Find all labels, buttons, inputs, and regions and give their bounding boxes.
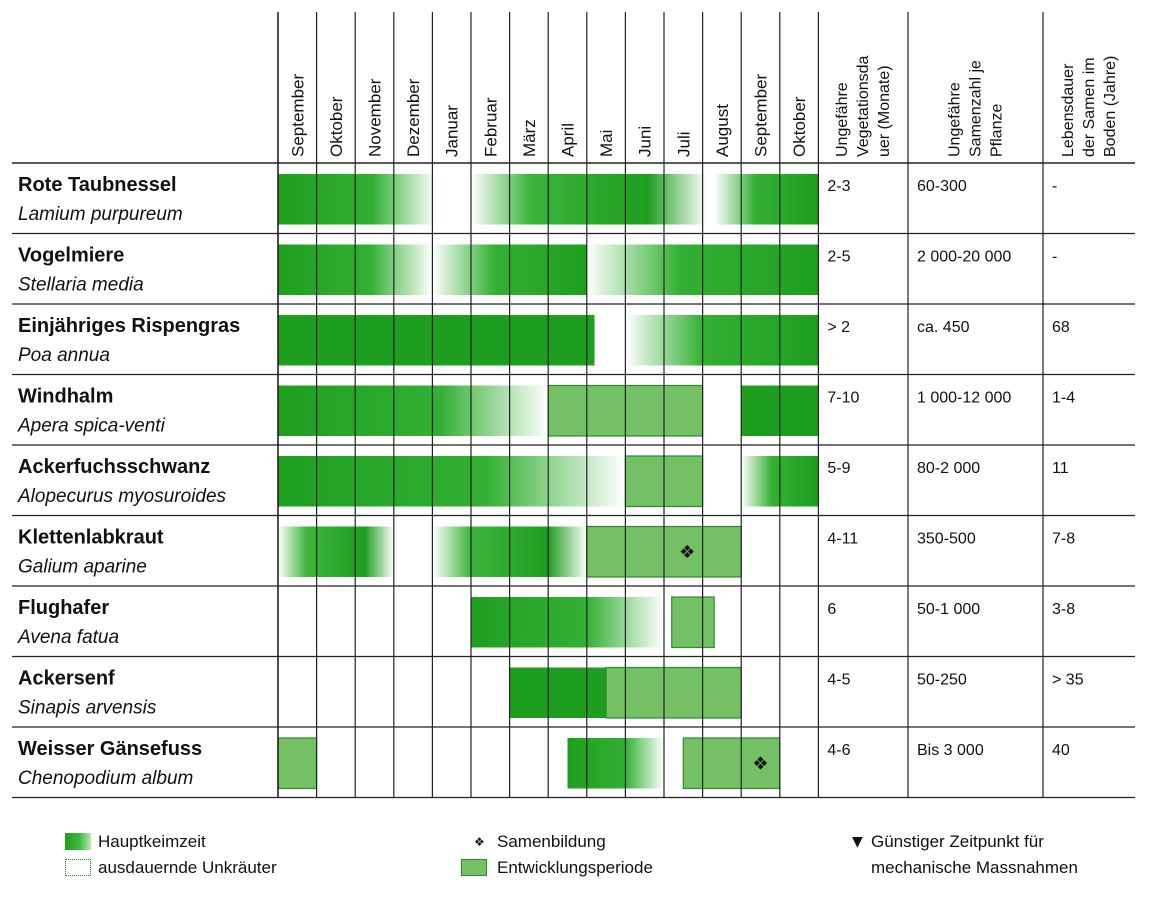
row-value-cell: 80-2 000 — [917, 460, 980, 477]
legend-ausdauernd-label: ausdauernde Unkräuter — [98, 858, 277, 877]
row-value-cell: > 2 — [827, 319, 850, 336]
row-value-cell: Bis 3 000 — [917, 742, 984, 759]
chart-bar — [567, 738, 664, 789]
row-value-cell: 40 — [1052, 742, 1070, 759]
month-header: September — [752, 74, 771, 157]
seed-marker-icon: ❖ — [679, 542, 695, 563]
legend-ausdauernd-swatch — [65, 859, 91, 876]
row-latin-name: Sinapis arvensis — [18, 698, 157, 719]
chart-bar — [605, 666, 742, 719]
row-species-name: Flughafer — [18, 597, 109, 619]
row-value-cell: 50-250 — [917, 672, 967, 689]
chart-bar — [278, 456, 626, 507]
chart-bar — [277, 737, 318, 790]
row-latin-name: Lamium purpureum — [18, 204, 183, 225]
extra-column-header: Pflanze — [989, 104, 1006, 157]
row-value-cell: - — [1052, 249, 1057, 266]
chart-bar — [471, 174, 707, 225]
extra-column-header: uer (Monate) — [876, 65, 893, 157]
extra-column-header: Ungefähre — [834, 82, 851, 157]
row-value-cell: 60-300 — [917, 178, 967, 195]
row-value-cell: 7-10 — [827, 390, 859, 407]
legend-seed-label: Samenbildung — [497, 832, 606, 851]
row-value-cell: 2 000-20 000 — [917, 249, 1011, 266]
row-value-cell: 7-8 — [1052, 531, 1075, 548]
seed-marker-icon: ❖ — [752, 753, 768, 774]
extra-column-header: Samenzahl je — [968, 60, 985, 157]
row-species-name: Einjähriges Rispengras — [18, 315, 240, 337]
row-value-cell: 11 — [1052, 460, 1069, 477]
triangle-down-icon: ▼ — [852, 834, 863, 850]
row-value-cell: 1 000-12 000 — [917, 390, 1011, 407]
row-latin-name: Alopecurus myosuroides — [17, 486, 227, 507]
month-header: September — [288, 74, 307, 157]
month-header: April — [559, 123, 578, 157]
extra-column-header: der Samen im — [1081, 57, 1098, 157]
row-value-cell: 350-500 — [917, 531, 976, 548]
month-header: März — [520, 119, 539, 157]
row-latin-name: Poa annua — [18, 345, 110, 366]
row-latin-name: Apera spica-venti — [17, 416, 166, 437]
legend-timing-label-2: mechanische Massnahmen — [871, 858, 1078, 877]
row-value-cell: 4-6 — [827, 742, 850, 759]
row-value-cell: 4-5 — [827, 672, 850, 689]
row-latin-name: Avena fatua — [17, 627, 119, 648]
row-species-name: Weisser Gänsefuss — [18, 738, 202, 760]
row-species-name: Ackersenf — [18, 668, 115, 690]
month-header: November — [366, 78, 385, 157]
month-header: Oktober — [327, 96, 346, 157]
row-value-cell: 1-4 — [1052, 390, 1075, 407]
row-species-name: Windhalm — [18, 386, 113, 408]
chart-bar — [509, 667, 607, 718]
extra-column-header: Vegetationsda — [855, 55, 872, 157]
chart-bar — [625, 315, 819, 366]
row-value-cell: 2-5 — [827, 249, 850, 266]
month-header: Oktober — [790, 96, 809, 157]
weed-calendar-chart: ❖ ❖ September Oktober November Dezember Januar… — [12, 12, 1135, 799]
chart-bar — [682, 737, 781, 790]
extra-column-header: Ungefähre — [947, 82, 964, 157]
row-species-name: Vogelmiere — [18, 245, 124, 267]
extra-column-header: Boden (Jahre) — [1102, 56, 1119, 157]
legend-keim-label: Hauptkeimzeit — [98, 832, 206, 851]
legend-timing-label-1: Günstiger Zeitpunkt für — [871, 832, 1044, 851]
chart-bar — [714, 174, 819, 225]
chart-bar — [278, 174, 437, 225]
chart-bar — [278, 315, 595, 366]
month-header: Juli — [674, 131, 693, 157]
row-value-cell: 4-11 — [827, 531, 858, 548]
row-value-cell: 3-8 — [1052, 601, 1075, 618]
row-value-cell: > 35 — [1052, 672, 1084, 689]
row-species-name: Rote Taubnessel — [18, 174, 177, 196]
month-header: Februar — [481, 97, 500, 157]
legend-keim-swatch — [65, 833, 91, 850]
legend-dev-swatch — [461, 859, 487, 876]
extra-column-header: Lebensdauer — [1060, 63, 1077, 157]
chart-bar — [471, 597, 664, 648]
seed-icon: ❖ — [474, 835, 485, 849]
row-latin-name: Galium aparine — [18, 557, 147, 578]
row-latin-name: Stellaria media — [18, 275, 144, 296]
row-value-cell: ca. 450 — [917, 319, 970, 336]
chart-bar — [278, 385, 549, 436]
month-header: Mai — [597, 130, 616, 157]
row-value-cell: 68 — [1052, 319, 1070, 336]
row-value-cell: 2-3 — [827, 178, 850, 195]
month-header: Juni — [636, 126, 655, 157]
chart-bar — [278, 526, 394, 577]
row-species-name: Ackerfuchsschwanz — [18, 456, 210, 478]
row-value-cell: 5-9 — [827, 460, 850, 477]
month-header: Dezember — [404, 78, 423, 157]
row-species-name: Klettenlabkraut — [18, 527, 164, 549]
month-header: August — [713, 104, 732, 157]
chart-bar — [671, 596, 715, 649]
row-value-cell: 6 — [827, 601, 836, 618]
row-latin-name: Chenopodium album — [18, 768, 193, 789]
month-header: Januar — [443, 105, 462, 157]
row-value-cell: 50-1 000 — [917, 601, 980, 618]
row-value-cell: - — [1052, 178, 1057, 195]
legend-dev-label: Entwicklungsperiode — [497, 858, 653, 877]
